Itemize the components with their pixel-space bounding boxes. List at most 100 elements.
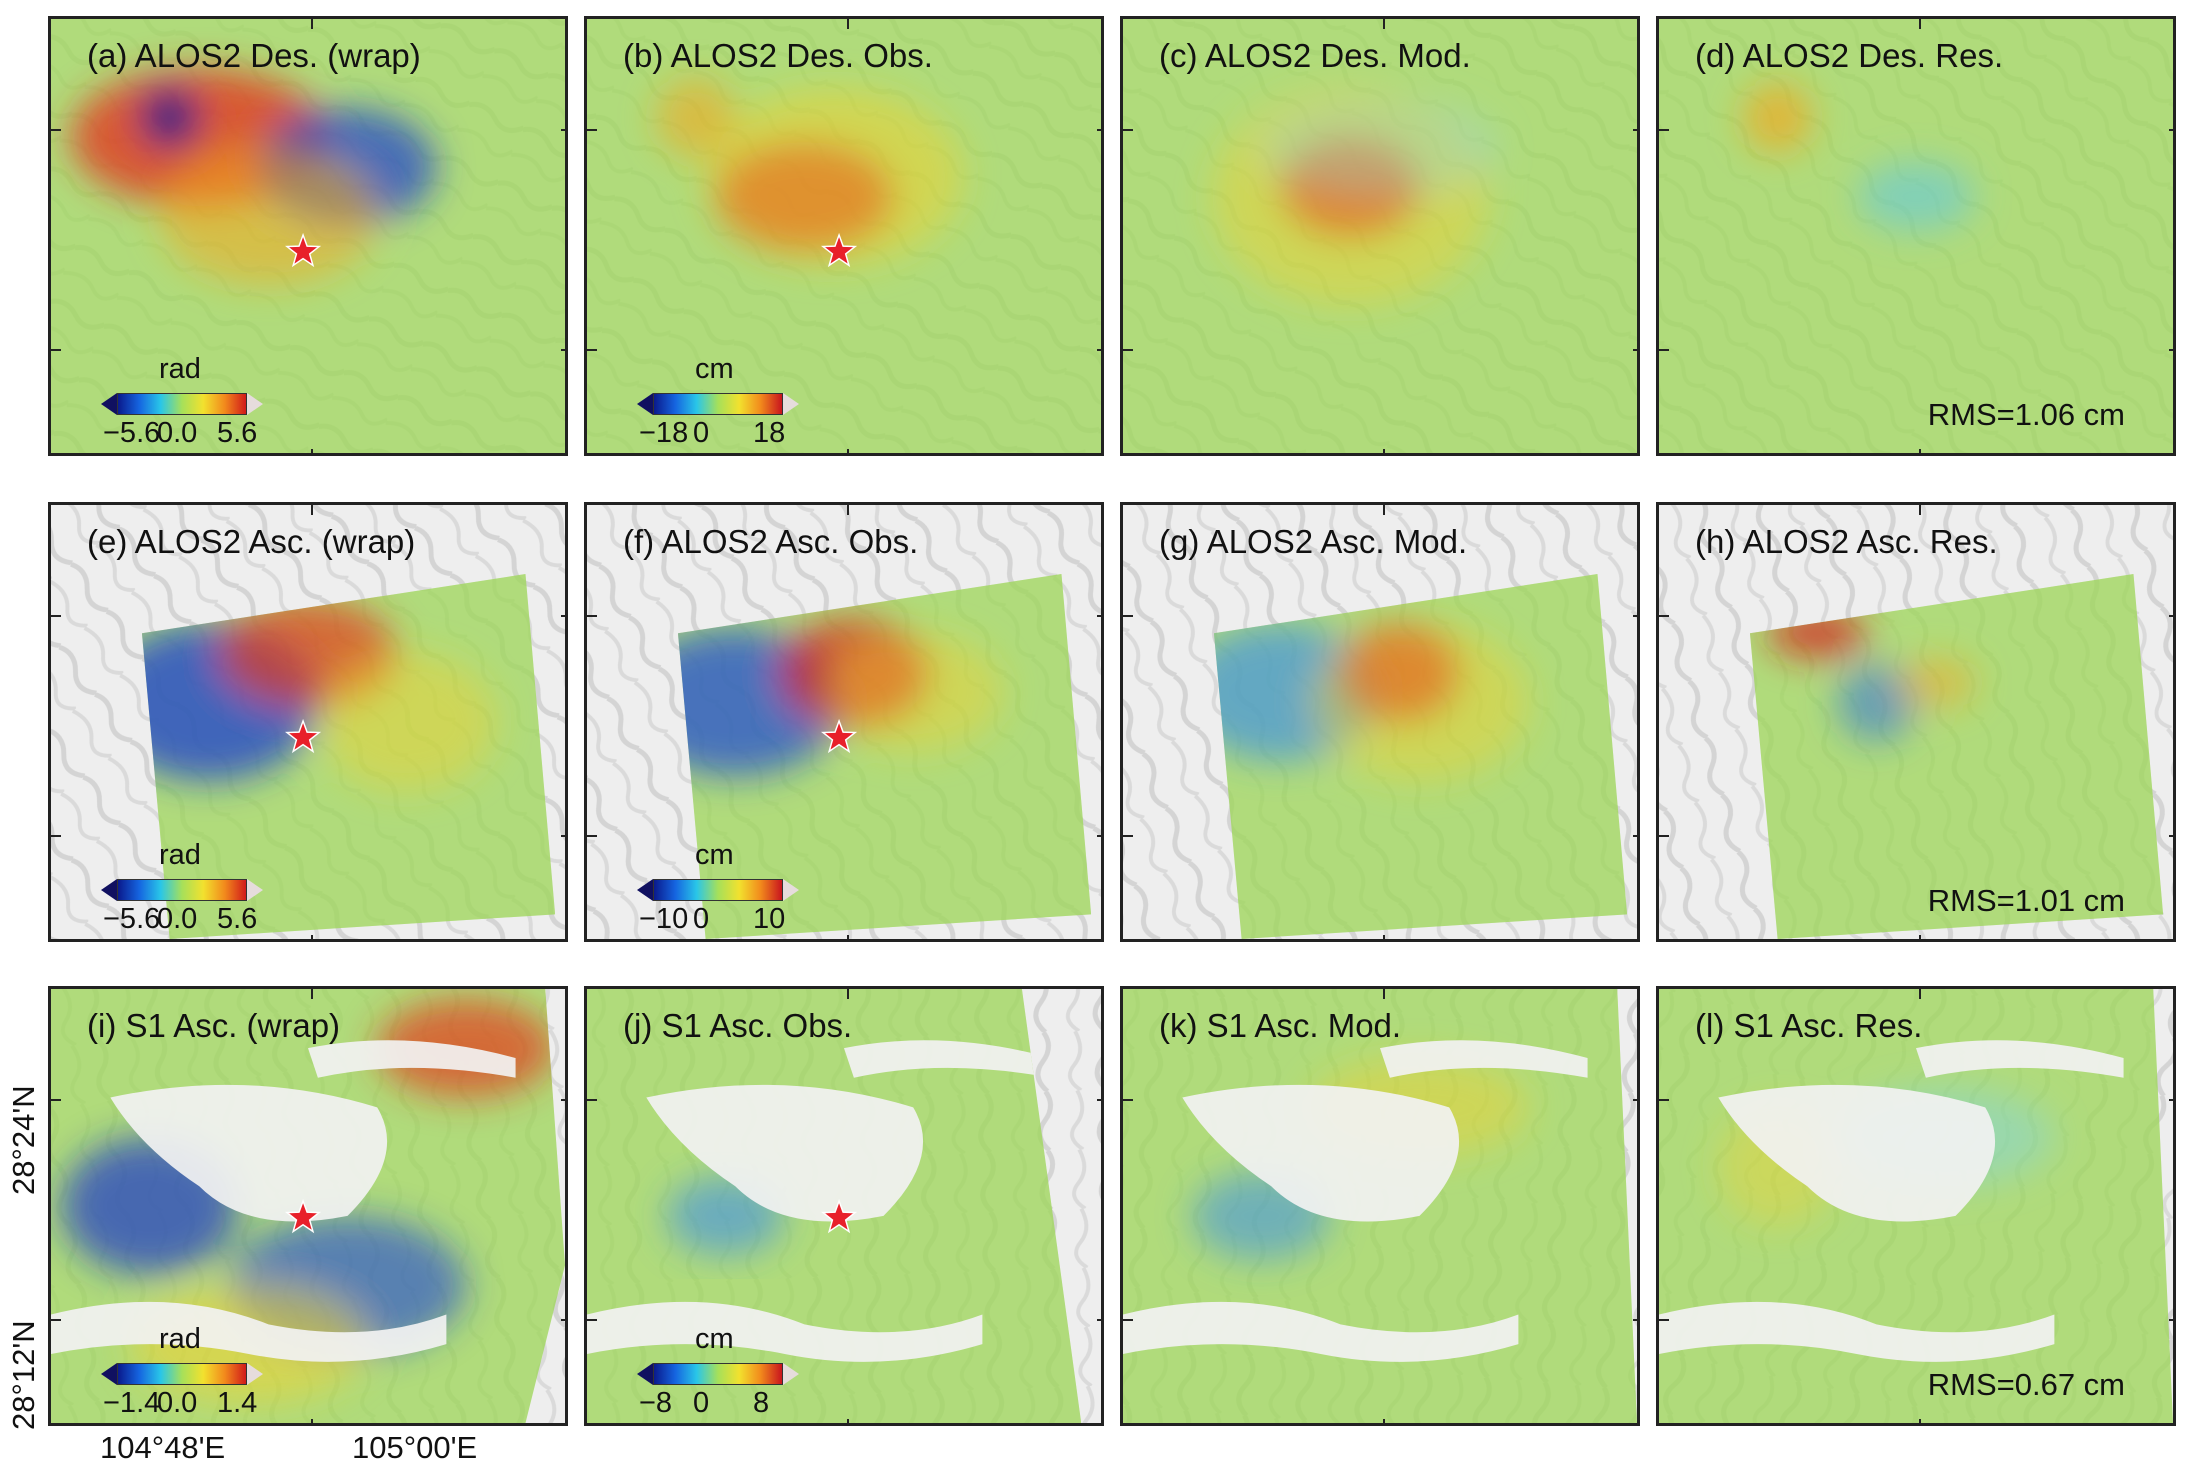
- colorbar-gradient: [653, 393, 783, 415]
- frame-tick: [847, 1419, 849, 1423]
- colorbar-max-arrow: [783, 879, 799, 901]
- map-panel: (d) ALOS2 Des. Res. RMS=1.06 cm: [1656, 16, 2176, 456]
- map-panel: (k) S1 Asc. Mod.: [1120, 986, 1640, 1426]
- frame-tick: [311, 1419, 313, 1423]
- frame-tick: [1633, 835, 1637, 837]
- frame-tick: [1383, 19, 1385, 29]
- map-panel: (h) ALOS2 Asc. Res. RMS=1.01 cm: [1656, 502, 2176, 942]
- colorbar-tick-label: −10: [639, 903, 689, 935]
- deformation-map-image: [1123, 19, 1637, 453]
- map-panel: (a) ALOS2 Des. (wrap) rad −5.6 0.0 5.6: [48, 16, 568, 456]
- panel-title: (j) S1 Asc. Obs.: [623, 1007, 853, 1044]
- deformation-map-image: [587, 505, 1101, 939]
- colorbar-legend: rad −5.6 0.0 5.6: [101, 353, 271, 449]
- epicenter-star-icon: [820, 1198, 858, 1234]
- colorbar-min-arrow: [637, 393, 653, 415]
- deformation-map-image: [1123, 989, 1637, 1423]
- colorbar-tick-label: 18: [753, 417, 786, 449]
- frame-tick: [1659, 1319, 1669, 1321]
- colorbar-unit: cm: [695, 1323, 734, 1355]
- colorbar-tick-label: 0: [693, 903, 710, 935]
- panel-title: (d) ALOS2 Des. Res.: [1695, 37, 2004, 74]
- colorbar-tick-label: 0: [693, 1387, 710, 1419]
- frame-tick: [51, 615, 61, 617]
- frame-tick: [561, 129, 565, 131]
- frame-tick: [311, 989, 313, 999]
- frame-tick: [2169, 1319, 2173, 1321]
- colorbar-tick-label: 0: [693, 417, 710, 449]
- map-panel: (j) S1 Asc. Obs. cm −8 0 8: [584, 986, 1104, 1426]
- frame-tick: [1919, 449, 1921, 453]
- colorbar-tick-label: 10: [753, 903, 786, 935]
- panel-title: (i) S1 Asc. (wrap): [87, 1007, 341, 1044]
- map-panel: (c) ALOS2 Des. Mod.: [1120, 16, 1640, 456]
- frame-tick: [311, 935, 313, 939]
- frame-tick: [1123, 835, 1133, 837]
- deformation-map-image: [587, 989, 1101, 1423]
- deformation-map-image: [1659, 19, 2173, 453]
- colorbar-min-arrow: [101, 393, 117, 415]
- colorbar-tick-label: −8: [639, 1387, 673, 1419]
- frame-tick: [1919, 935, 1921, 939]
- longitude-label: 104°48'E: [100, 1430, 226, 1465]
- colorbar-legend: rad −5.6 0.0 5.6: [101, 839, 271, 935]
- colorbar-min-arrow: [637, 1363, 653, 1385]
- panel-title: (k) S1 Asc. Mod.: [1159, 1007, 1402, 1044]
- colorbar-max-arrow: [247, 393, 263, 415]
- frame-tick: [1383, 1419, 1385, 1423]
- map-panel: (b) ALOS2 Des. Obs. cm −18 0 18: [584, 16, 1104, 456]
- frame-tick: [311, 449, 313, 453]
- epicenter-star-icon: [820, 718, 858, 754]
- frame-tick: [1097, 835, 1101, 837]
- frame-tick: [1659, 129, 1669, 131]
- colorbar-unit: rad: [159, 1323, 201, 1355]
- frame-tick: [1097, 349, 1101, 351]
- frame-tick: [847, 935, 849, 939]
- colorbar-gradient: [653, 1363, 783, 1385]
- frame-tick: [847, 989, 849, 999]
- colorbar-tick-label: 8: [753, 1387, 770, 1419]
- colorbar-unit: cm: [695, 353, 734, 385]
- colorbar-min-arrow: [101, 1363, 117, 1385]
- frame-tick: [311, 19, 313, 29]
- rms-label: RMS=1.06 cm: [1927, 397, 2125, 432]
- deformation-map-image: [51, 505, 565, 939]
- frame-tick: [1097, 615, 1101, 617]
- frame-tick: [587, 129, 597, 131]
- colorbar-gradient: [117, 1363, 247, 1385]
- deformation-map-image: [587, 19, 1101, 453]
- panel-title: (h) ALOS2 Asc. Res.: [1695, 523, 1998, 560]
- frame-tick: [1919, 989, 1921, 999]
- colorbar-legend: cm −8 0 8: [637, 1323, 807, 1419]
- colorbar-legend: cm −18 0 18: [637, 353, 807, 449]
- frame-tick: [2169, 615, 2173, 617]
- panel-title: (a) ALOS2 Des. (wrap): [87, 37, 421, 74]
- frame-tick: [561, 615, 565, 617]
- frame-tick: [1383, 989, 1385, 999]
- frame-tick: [1097, 1099, 1101, 1101]
- frame-tick: [1659, 1099, 1669, 1101]
- panel-title: (f) ALOS2 Asc. Obs.: [623, 523, 919, 560]
- frame-tick: [1659, 615, 1669, 617]
- frame-tick: [1633, 1319, 1637, 1321]
- colorbar-legend: cm −10 0 10: [637, 839, 807, 935]
- frame-tick: [1123, 1099, 1133, 1101]
- colorbar-tick-label: 5.6: [217, 417, 258, 449]
- colorbar-max-arrow: [247, 879, 263, 901]
- frame-tick: [51, 1099, 61, 1101]
- frame-tick: [2169, 835, 2173, 837]
- frame-tick: [587, 1099, 597, 1101]
- colorbar-tick-label: 0.0: [157, 417, 198, 449]
- frame-tick: [1123, 349, 1133, 351]
- map-panel: (e) ALOS2 Asc. (wrap) rad −5.6 0.0 5.6: [48, 502, 568, 942]
- colorbar-tick-label: 0.0: [157, 903, 198, 935]
- frame-tick: [1383, 449, 1385, 453]
- colorbar-legend: rad −1.4 0.0 1.4: [101, 1323, 271, 1419]
- frame-tick: [2169, 1099, 2173, 1101]
- panel-title: (b) ALOS2 Des. Obs.: [623, 37, 933, 74]
- colorbar-tick-label: 1.4: [217, 1387, 258, 1419]
- rms-label: RMS=0.67 cm: [1927, 1367, 2125, 1402]
- colorbar-min-arrow: [101, 879, 117, 901]
- panel-title: (c) ALOS2 Des. Mod.: [1159, 37, 1471, 74]
